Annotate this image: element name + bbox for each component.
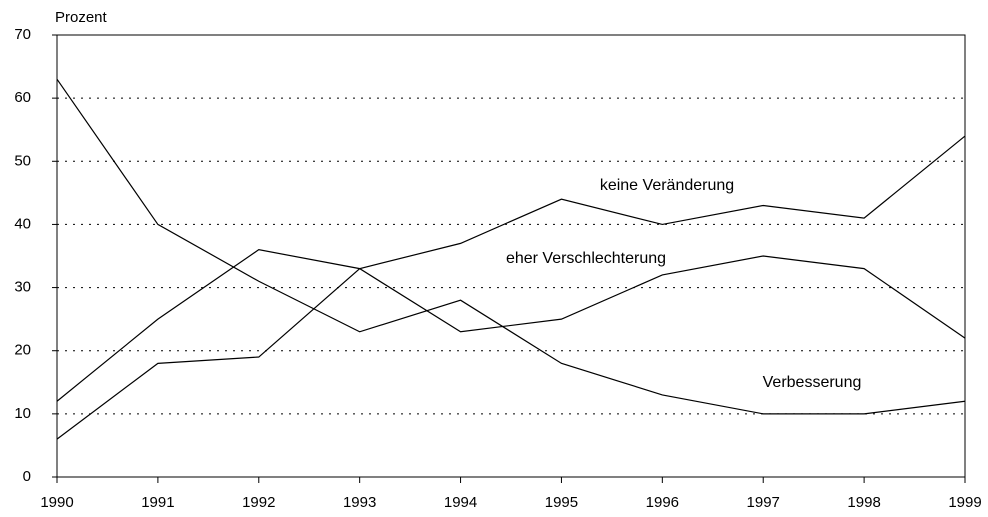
x-tick-label: 1991 [141,494,174,511]
series-line [56,78,966,415]
y-tick-label: 40 [14,215,31,232]
y-tick-label: 0 [23,468,31,485]
y-tick-label: 10 [14,405,31,422]
x-tick-label: 1996 [646,494,679,511]
x-tick-label: 1992 [242,494,275,511]
series-label: Verbesserung [763,374,862,391]
plot-frame [56,34,966,478]
y-tick-label: 60 [14,89,31,106]
series-line [56,249,966,402]
series-label: keine Veränderung [600,177,734,194]
x-tick-label: 1995 [545,494,578,511]
x-tick-label: 1997 [747,494,780,511]
y-tick-label: 30 [14,279,31,296]
series-line [56,135,966,440]
y-axis-label: Prozent [55,9,108,26]
x-tick-label: 1994 [444,494,477,511]
series-label: eher Verschlechterung [506,250,666,267]
y-tick-label: 70 [14,26,31,43]
y-tick-label: 20 [14,342,31,359]
x-tick-label: 1990 [40,494,73,511]
x-tick-label: 1998 [847,494,880,511]
y-tick-label: 50 [14,152,31,169]
x-tick-label: 1993 [343,494,376,511]
x-tick-label: 1999 [948,494,981,511]
